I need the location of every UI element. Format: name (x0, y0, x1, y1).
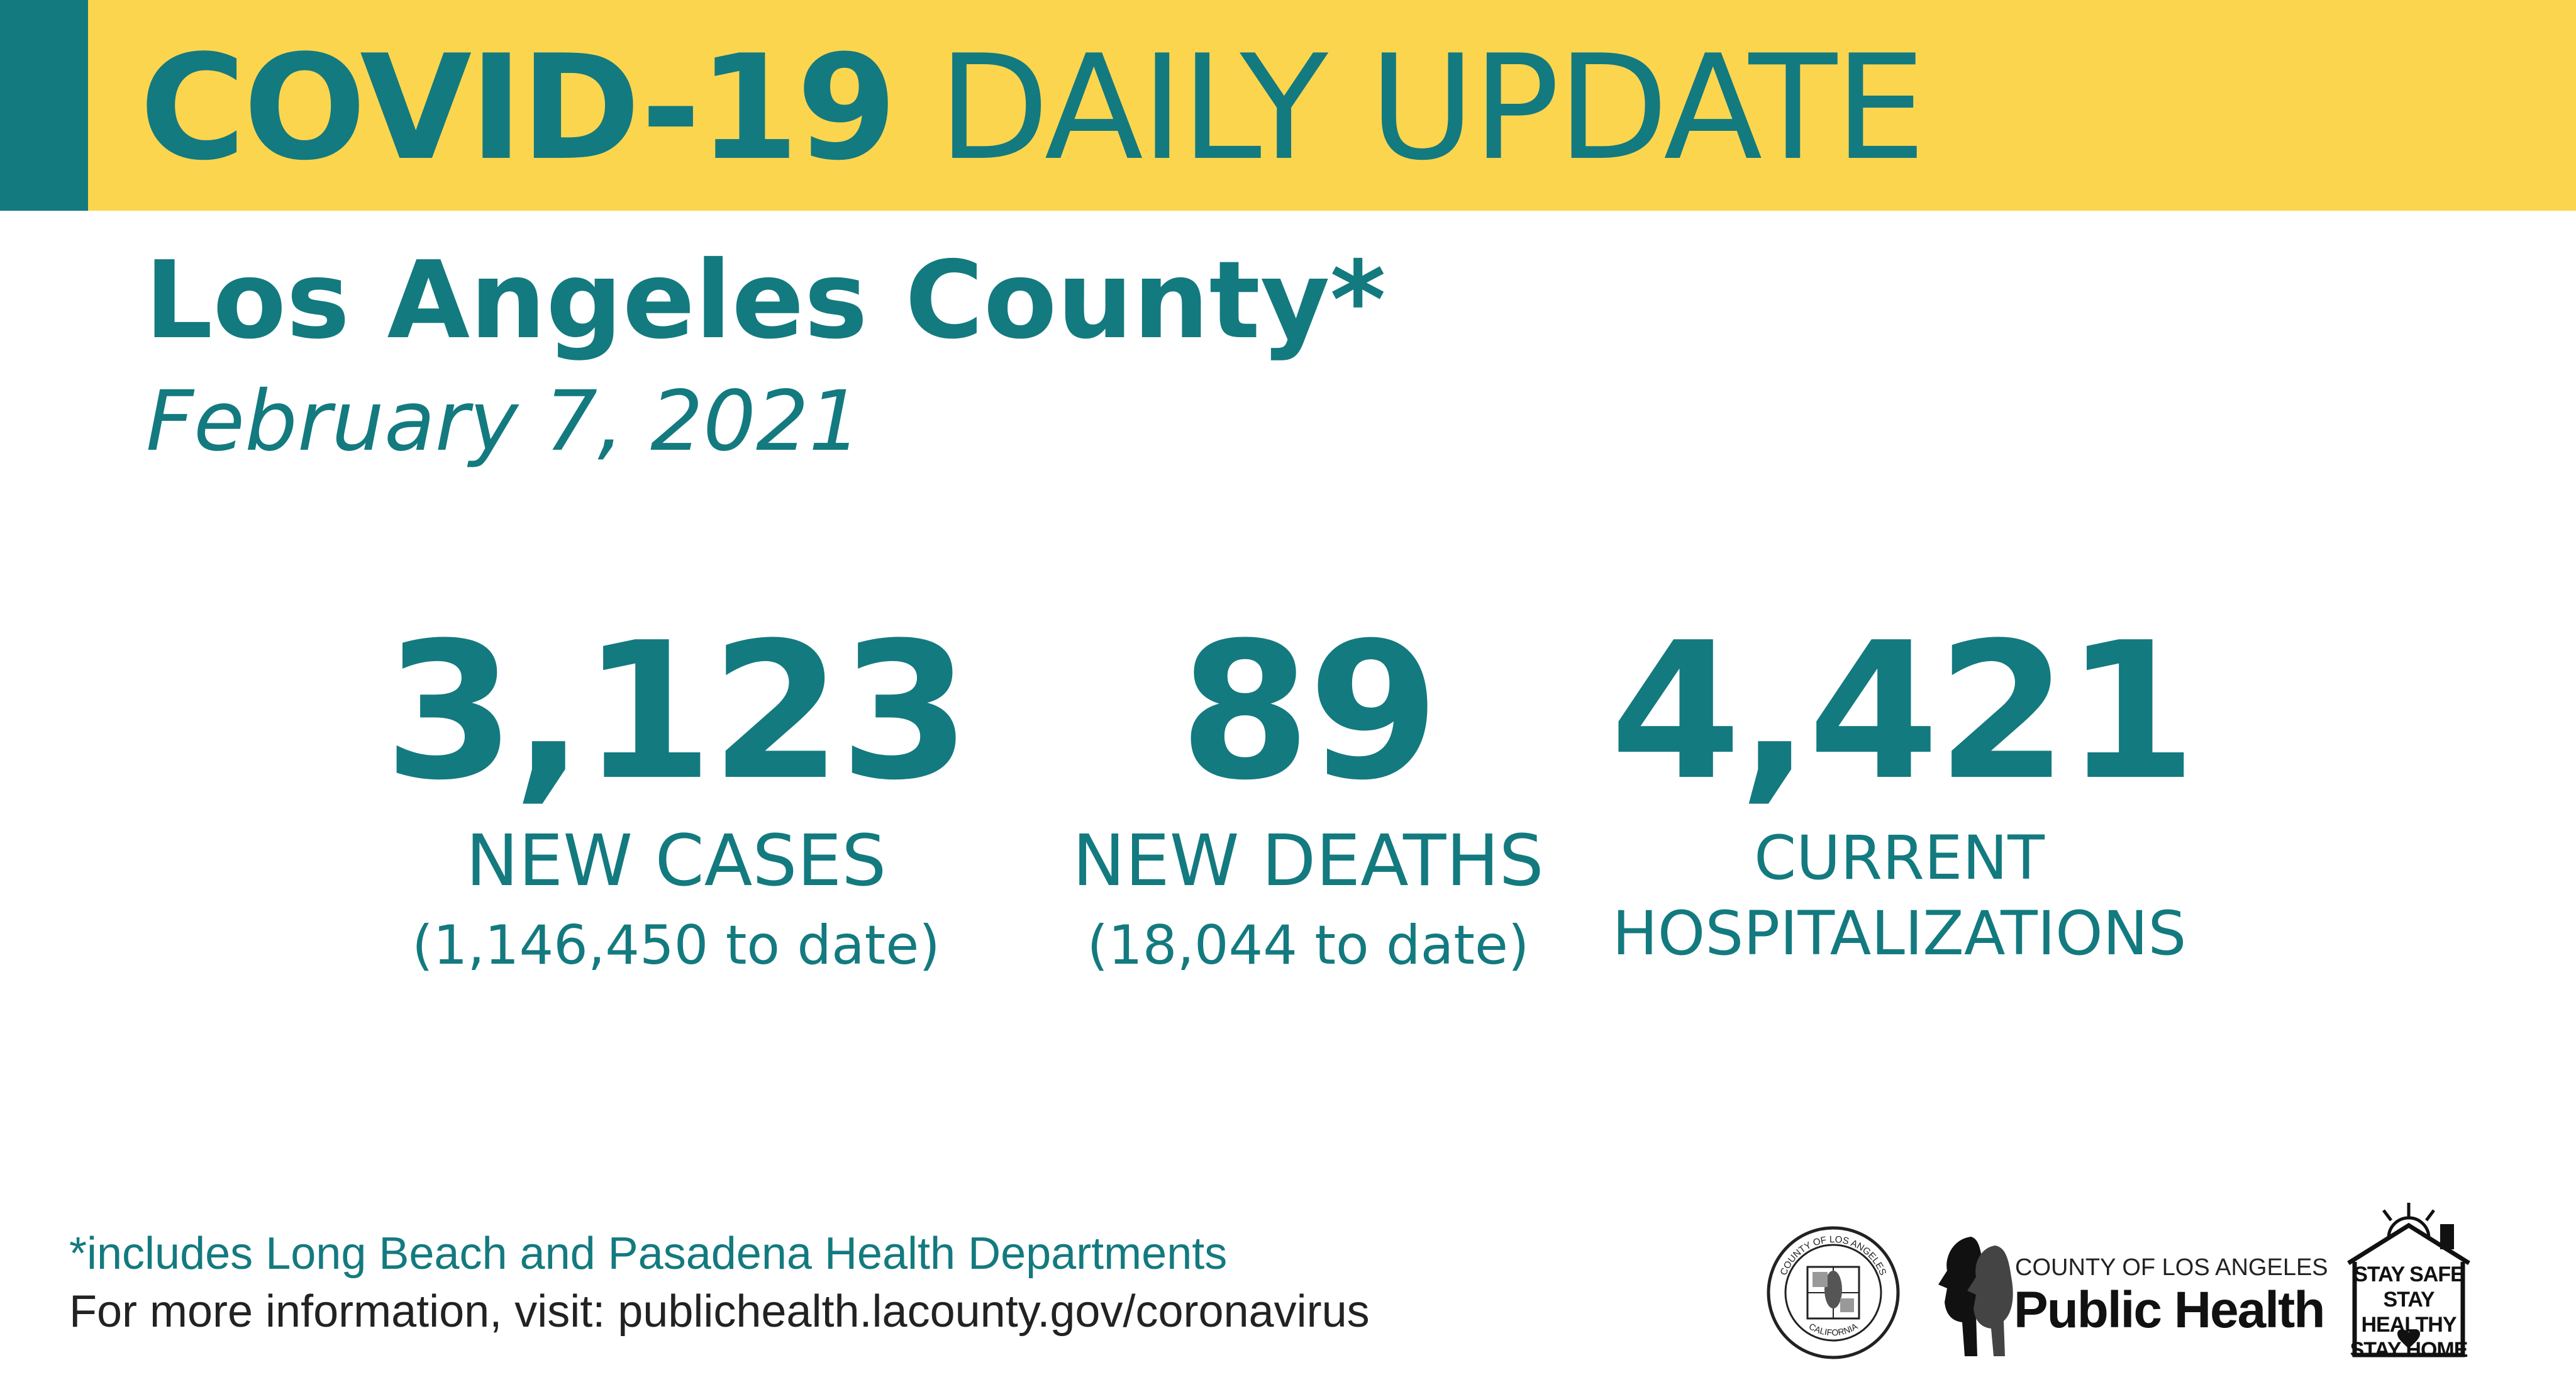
footnote: *includes Long Beach and Pasadena Health… (69, 1229, 1228, 1279)
stat-new-cases: 3,123 NEW CASES (1,146,450 to date) (352, 611, 1000, 980)
report-date: February 7, 2021 (146, 373, 862, 470)
banner-accent-bar (0, 0, 88, 211)
info-link-text[interactable]: For more information, visit: publichealt… (69, 1286, 1370, 1337)
dept-name-text: Public Health (2014, 1281, 2325, 1339)
stay-home-text: STAY HOME (2350, 1338, 2468, 1362)
title-daily-update: DAILY UPDATE (938, 25, 1926, 192)
new-cases-value: 3,123 (384, 602, 971, 822)
stay-safe-text: STAY SAFE (2353, 1262, 2465, 1286)
stay-healthy-text: STAY HEALTHY (2361, 1288, 2457, 1337)
county-name: Los Angeles County* (145, 238, 1386, 363)
new-cases-label: NEW CASES (465, 820, 887, 902)
hospitalizations-label-line2: HOSPITALIZATIONS (1612, 898, 2187, 969)
deaths-to-date: (18,044 to date) (1087, 914, 1530, 977)
new-deaths-label: NEW DEATHS (1072, 820, 1544, 902)
hospitalizations-label-line1: CURRENT (1754, 823, 2045, 893)
stay-home-logo: STAY SAFE STAY HEALTHY STAY HOME (2340, 1200, 2478, 1364)
hospitalizations-value: 4,421 (1610, 602, 2197, 822)
page-title: COVID-19 DAILY UPDATE (140, 36, 1926, 181)
stay-slogan: STAY SAFE STAY HEALTHY STAY HOME (2340, 1262, 2478, 1363)
new-deaths-value: 89 (1179, 602, 1439, 822)
cases-to-date: (1,146,450 to date) (412, 914, 940, 977)
stat-new-deaths: 89 NEW DEATHS (18,044 to date) (1013, 611, 1604, 980)
county-seal-icon: COUNTY OF LOS ANGELES CALIFORNIA (1767, 1226, 1900, 1359)
public-health-logo: COUNTY OF LOS ANGELES Public Health (1927, 1233, 2328, 1359)
title-covid: COVID-19 (140, 25, 897, 192)
stat-hospitalizations: 4,421 CURRENT HOSPITALIZATIONS (1610, 602, 2197, 971)
dept-county-text: COUNTY OF LOS ANGELES (2015, 1254, 2328, 1281)
profile-silhouette-icon (1938, 1237, 2013, 1356)
header-banner (0, 0, 2576, 211)
house-icon (2347, 1203, 2470, 1357)
